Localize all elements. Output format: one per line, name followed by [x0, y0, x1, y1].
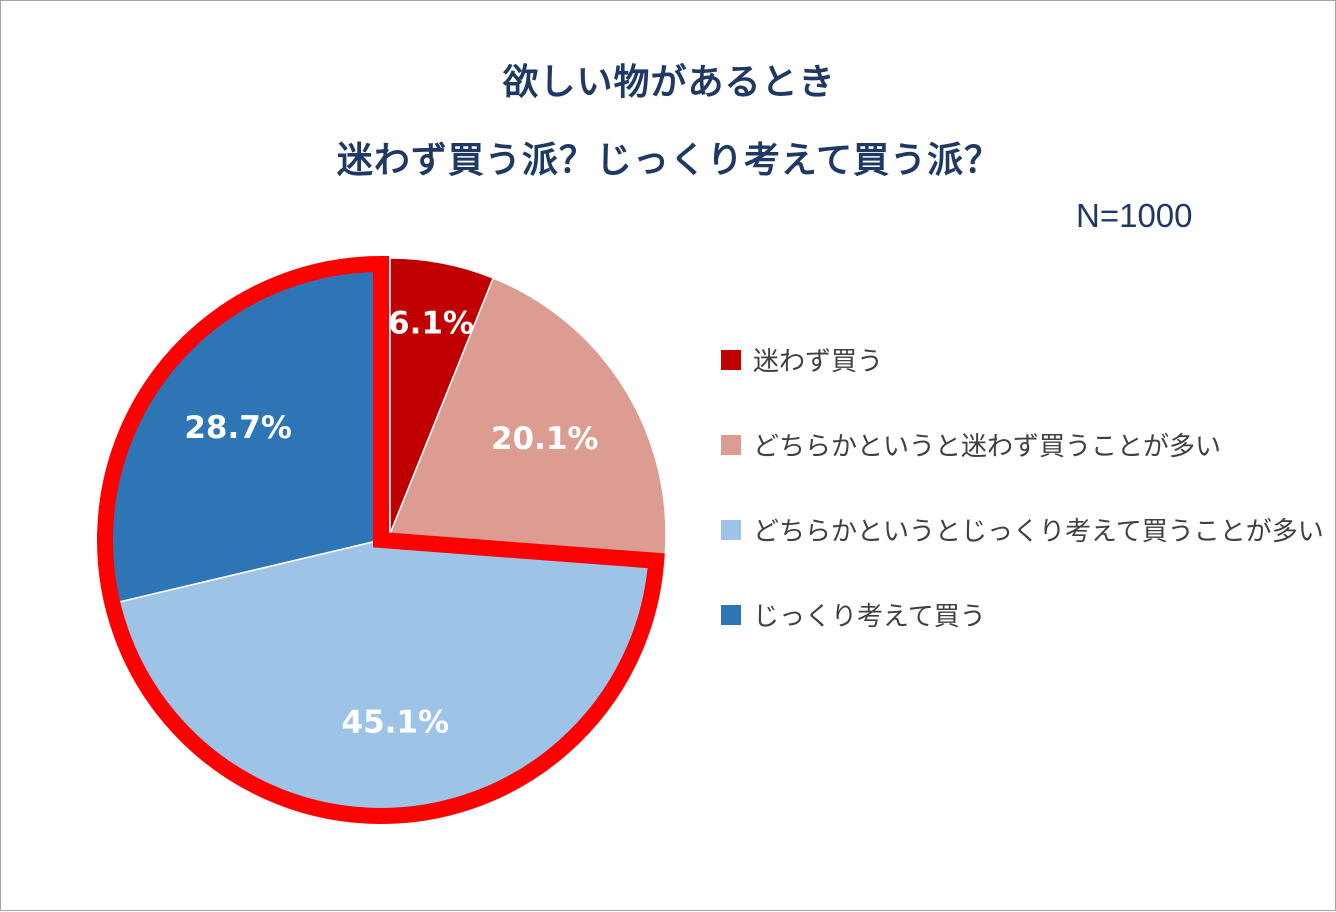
legend-swatch: [721, 434, 741, 455]
legend-label: どちらかというとじっくり考えて買うことが多い: [753, 517, 1324, 547]
data-label-3: 45.1%: [342, 705, 450, 741]
chart-title-line-1: 欲しい物があるとき: [502, 62, 836, 103]
legend-label: 迷わず買う: [753, 347, 884, 377]
highlight-outline: [97, 255, 665, 824]
legend-swatch: [721, 604, 741, 625]
legend-label: どちらかというと迷わず買うことが多い: [753, 432, 1222, 462]
legend-label: じっくり考えて買う: [753, 602, 986, 632]
data-label-4: 28.7%: [184, 410, 292, 446]
legend-item-4: じっくり考えて買う: [721, 596, 986, 633]
legend-item-1: 迷わず買う: [721, 341, 883, 378]
legend-item-2: どちらかというと迷わず買うことが多い: [721, 426, 1221, 463]
legend-swatch: [721, 349, 741, 370]
pie-slice-2: [388, 277, 667, 556]
data-label-1: 6.1%: [388, 306, 474, 342]
sample-size-label: N=1000: [1076, 197, 1193, 234]
chart-title-line-2: 迷わず買う派？じっくり考えて買う派？: [336, 140, 1002, 181]
data-label-2: 20.1%: [491, 421, 599, 457]
legend-swatch: [721, 519, 741, 540]
legend-item-3: どちらかというとじっくり考えて買うことが多い: [721, 511, 1324, 548]
